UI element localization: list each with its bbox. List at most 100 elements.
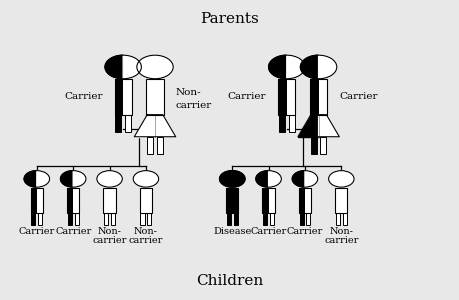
Polygon shape [133, 171, 146, 187]
Text: Children: Children [196, 274, 263, 288]
Polygon shape [255, 171, 268, 187]
Bar [298, 188, 304, 213]
Bar [310, 137, 316, 154]
Polygon shape [134, 115, 155, 137]
Bar [73, 188, 79, 213]
Bar [146, 79, 155, 115]
Polygon shape [300, 55, 318, 79]
Text: Parents: Parents [200, 12, 259, 26]
Bar [309, 79, 326, 115]
Text: Carrier: Carrier [338, 92, 377, 101]
Bar [74, 213, 78, 225]
Text: Non-: Non- [329, 227, 353, 236]
Text: carrier: carrier [129, 236, 163, 244]
Bar [147, 137, 153, 154]
Polygon shape [291, 171, 304, 187]
Text: Carrier: Carrier [286, 227, 322, 236]
Polygon shape [155, 55, 173, 79]
Bar [114, 79, 132, 115]
Bar [226, 213, 230, 225]
Polygon shape [297, 115, 318, 137]
Bar [114, 79, 123, 115]
Bar [37, 188, 43, 213]
Bar [125, 115, 131, 132]
Bar [269, 213, 274, 225]
Text: Non-: Non- [97, 227, 121, 236]
Bar [262, 188, 268, 213]
Bar [279, 115, 285, 132]
Polygon shape [105, 55, 123, 79]
Text: Carrier: Carrier [19, 227, 55, 236]
Bar [341, 188, 347, 213]
Polygon shape [109, 171, 122, 187]
Polygon shape [61, 171, 73, 187]
Bar [111, 213, 115, 225]
Bar [103, 188, 109, 213]
Bar [262, 188, 274, 213]
Text: Carrier: Carrier [64, 92, 102, 101]
Bar [38, 213, 42, 225]
Bar [320, 137, 325, 154]
Polygon shape [286, 55, 304, 79]
Text: Carrier: Carrier [250, 227, 286, 236]
Bar [268, 188, 274, 213]
Bar [263, 213, 267, 225]
Polygon shape [37, 171, 50, 187]
Bar [309, 79, 318, 115]
Bar [335, 188, 341, 213]
Bar [146, 188, 152, 213]
Bar [67, 213, 72, 225]
Bar [232, 188, 238, 213]
Text: Carrier: Carrier [227, 92, 266, 101]
Polygon shape [73, 171, 86, 187]
Bar [147, 213, 151, 225]
Bar [288, 115, 294, 132]
Text: Non-: Non- [175, 88, 201, 97]
Bar [146, 79, 163, 115]
Bar [226, 188, 238, 213]
Bar [140, 188, 152, 213]
Bar [140, 188, 146, 213]
Polygon shape [146, 171, 158, 187]
Bar [123, 79, 132, 115]
Bar [31, 188, 37, 213]
Polygon shape [318, 55, 336, 79]
Bar [306, 213, 310, 225]
Bar [140, 213, 144, 225]
Polygon shape [318, 115, 339, 137]
Bar [226, 188, 232, 213]
Bar [335, 188, 347, 213]
Bar [278, 79, 295, 115]
Bar [31, 188, 43, 213]
Bar [286, 79, 295, 115]
Polygon shape [232, 171, 245, 187]
Bar [298, 188, 310, 213]
Bar [67, 188, 73, 213]
Bar [104, 213, 108, 225]
Bar [103, 188, 116, 213]
Bar [67, 188, 79, 213]
Text: carrier: carrier [92, 236, 127, 244]
Bar [278, 79, 286, 115]
Bar [155, 79, 163, 115]
Polygon shape [268, 55, 286, 79]
Bar [335, 213, 339, 225]
Text: Disease: Disease [213, 227, 251, 236]
Bar [233, 213, 237, 225]
Bar [31, 213, 35, 225]
Polygon shape [328, 171, 341, 187]
Polygon shape [304, 171, 317, 187]
Polygon shape [219, 171, 232, 187]
Text: Non-: Non- [134, 227, 157, 236]
Bar [157, 137, 162, 154]
Bar [304, 188, 310, 213]
Polygon shape [24, 171, 37, 187]
Polygon shape [341, 171, 353, 187]
Text: Carrier: Carrier [55, 227, 91, 236]
Bar [342, 213, 346, 225]
Text: carrier: carrier [175, 101, 211, 110]
Polygon shape [136, 55, 155, 79]
Bar [318, 79, 326, 115]
Bar [299, 213, 303, 225]
Bar [109, 188, 116, 213]
